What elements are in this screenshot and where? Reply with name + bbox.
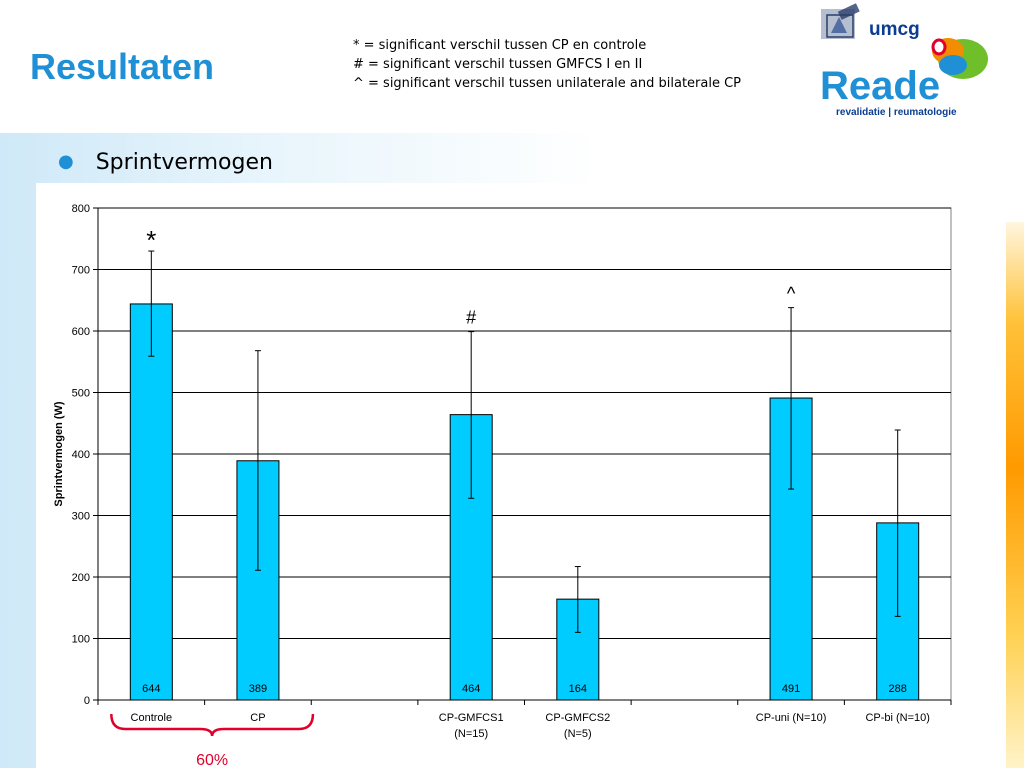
- x-tick-label: Controle: [131, 712, 173, 724]
- x-tick-label: (N=5): [564, 728, 592, 740]
- umcg-wordmark: umcg: [869, 19, 920, 40]
- y-tick-label: 200: [72, 572, 90, 584]
- y-tick-label: 0: [84, 695, 90, 707]
- umcg-reade-logo: umcg Reade revalidatie | reumatologie: [813, 3, 993, 123]
- reade-swirl-icon: [931, 38, 988, 79]
- y-tick-label: 300: [72, 511, 90, 523]
- significance-marker: ^: [787, 284, 796, 304]
- x-tick-label: CP-uni (N=10): [756, 712, 827, 724]
- reade-wordmark: Reade: [820, 64, 940, 108]
- legend-item-star: * = significant verschil tussen CP en co…: [353, 38, 647, 53]
- reade-tagline: revalidatie | reumatologie: [836, 107, 957, 118]
- x-tick-label: CP-GMFCS1: [439, 712, 504, 724]
- bullet-text: Sprintvermogen: [95, 150, 273, 175]
- decorative-strip: [1006, 222, 1024, 768]
- y-tick-label: 800: [72, 203, 90, 215]
- bar-value-label: 164: [569, 683, 587, 695]
- bullet-item: ● Sprintvermogen: [58, 150, 273, 175]
- legend-item-hash: # = significant verschil tussen GMFCS I …: [353, 57, 643, 72]
- y-tick-label: 600: [72, 326, 90, 338]
- brace-label: 60%: [196, 752, 228, 768]
- legend-item-caret: ^ = significant verschil tussen unilater…: [353, 76, 742, 91]
- bar-value-label: 288: [889, 683, 907, 695]
- y-tick-label: 500: [72, 388, 90, 400]
- chart-container: 0 100 200 300 400 500 600 700 800 Sprintvermogen …: [36, 183, 1006, 768]
- bar-value-label: 389: [249, 683, 267, 695]
- y-tick-label: 400: [72, 449, 90, 461]
- x-tick-label: CP-bi (N=10): [865, 712, 930, 724]
- significance-marker: #: [466, 308, 476, 328]
- significance-legend: * = significant verschil tussen CP en co…: [353, 36, 741, 93]
- bar-value-label: 464: [462, 683, 480, 695]
- x-tick-label: CP: [250, 712, 265, 724]
- y-tick-label: 700: [72, 265, 90, 277]
- x-tick-label: CP-GMFCS2: [545, 712, 610, 724]
- bar-value-label: 644: [142, 683, 160, 695]
- x-tick-label: (N=15): [454, 728, 488, 740]
- bar: [129, 303, 173, 701]
- bar-chart: 0 100 200 300 400 500 600 700 800 Sprintvermogen …: [53, 203, 952, 768]
- umcg-emblem-icon: [821, 3, 860, 39]
- y-axis-label: Sprintvermogen (W): [53, 401, 65, 506]
- bullet-dot-icon: ●: [58, 151, 74, 172]
- page-title: Resultaten: [30, 46, 215, 87]
- significance-marker: *: [146, 225, 156, 255]
- bar-value-label: 491: [782, 683, 800, 695]
- group-brace: [110, 713, 315, 737]
- y-tick-label: 100: [72, 634, 90, 646]
